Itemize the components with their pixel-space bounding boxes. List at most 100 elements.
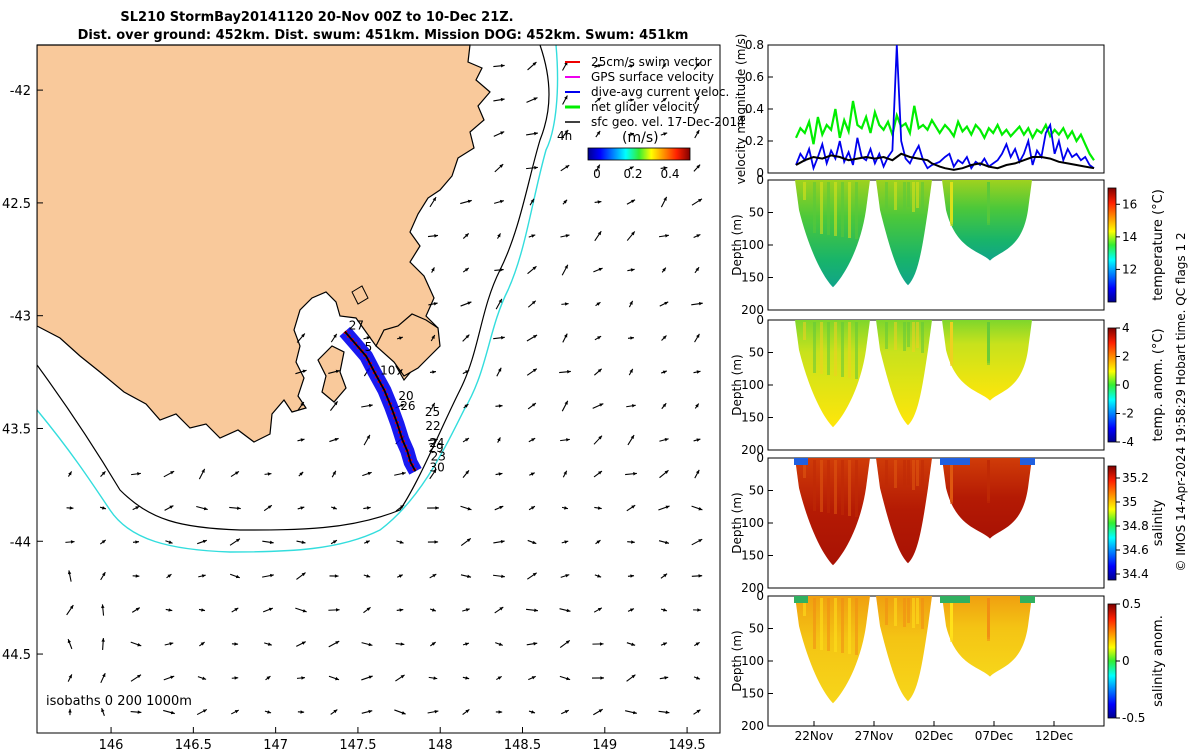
velocity-y-tick-label: 0.2 — [745, 134, 764, 148]
velocity-arrow-head — [170, 710, 175, 715]
velocity-arrow-head — [665, 505, 670, 509]
velocity-arrow-head — [301, 540, 306, 544]
section-texture-streak — [841, 598, 844, 653]
velocity-arrow-head — [532, 62, 537, 66]
section-panel-2: 0 50 100 150 200 Depth (m) 4 2 0 -2 -4 temp. anom. … — [730, 313, 1166, 457]
velocity-ylabel: velocity magnitude (m/s) — [734, 34, 748, 185]
section-y-tick-label: 0 — [756, 173, 764, 187]
velocity-arrow-head — [631, 642, 636, 646]
section-texture-streak — [894, 182, 897, 210]
velocity-arrow-head — [695, 642, 700, 646]
velocity-arrow-head — [399, 608, 404, 612]
section-y-tick-label: 100 — [741, 238, 764, 252]
velocity-y-tick-label: 0.8 — [745, 38, 764, 52]
section-y-tick-label: 100 — [741, 378, 764, 392]
map-x-axis: 146 146.5 147 147.5 148 148.5 149 149.5 — [99, 727, 706, 750]
velocity-arrow-head — [629, 608, 634, 612]
isobath-1000m — [37, 44, 559, 553]
velocity-arrow-head — [597, 231, 602, 236]
section-y-tick-label: 200 — [741, 303, 764, 317]
velocity-arrow-head — [596, 130, 601, 135]
velocity-arrow-head — [630, 98, 635, 102]
velocity-arrow-head — [234, 710, 239, 714]
velocity-arrow-head — [432, 370, 436, 374]
velocity-arrow-head — [565, 234, 570, 238]
colorbar-tick-label: 0.5 — [1122, 597, 1141, 611]
section-x-tick-label: 12Dec — [1035, 729, 1074, 743]
legend-item-gps: GPS surface velocity — [591, 70, 714, 84]
colorbar-tick: 0 — [593, 167, 601, 181]
velocity-arrow-head — [334, 437, 339, 442]
velocity-arrow-head — [629, 166, 634, 170]
velocity-arrow-head — [267, 505, 272, 509]
velocity-arrow-head — [532, 540, 537, 544]
velocity-arrow-head — [530, 472, 535, 476]
velocity-arrow-head — [533, 97, 538, 101]
title-line-1: SL210 StormBay20141120 20-Nov 00Z to 10-… — [120, 10, 513, 25]
velocity-arrow-head — [465, 642, 469, 646]
velocity-arrow-head — [302, 369, 307, 374]
velocity-panel: 0 0.2 0.4 0.6 0.8 velocity magnitude (m/s) — [734, 34, 1105, 185]
velocity-arrow-head — [665, 710, 670, 714]
velocity-arrow-head — [498, 642, 503, 646]
track-day-label: 29 — [428, 441, 443, 455]
colorbar-tick-label: 12 — [1122, 262, 1137, 276]
velocity-arrow-head — [366, 506, 371, 510]
track-day-label: 22 — [425, 419, 440, 433]
velocity-arrow-head — [532, 572, 537, 577]
velocity-arrow-head — [498, 404, 503, 408]
section-texture-streak — [987, 182, 990, 221]
velocity-arrow-head — [563, 199, 568, 204]
velocity-arrow-head — [530, 506, 535, 510]
section-texture-streak — [987, 460, 990, 499]
legend-4h: 4h — [557, 129, 572, 143]
velocity-arrow-head — [662, 642, 667, 646]
velocity-arrow-head — [599, 403, 604, 407]
section-texture-streak — [885, 598, 888, 625]
section-texture-streak — [912, 598, 915, 628]
velocity-arrow-head — [434, 709, 439, 714]
colorbar-tick-label: 4 — [1122, 321, 1130, 335]
velocity-arrow-head — [400, 674, 405, 679]
velocity-arrow-head — [332, 540, 337, 544]
velocity-arrow-head — [597, 607, 602, 612]
section-texture-streak — [848, 182, 851, 238]
section-texture-streak — [921, 460, 924, 491]
section-texture-streak — [907, 598, 910, 623]
velocity-arrow-head — [695, 267, 700, 272]
velocity-arrow-head — [300, 506, 305, 510]
velocity-arrow-head — [368, 709, 373, 714]
map-frame — [36, 44, 721, 734]
velocity-arrow-head — [234, 676, 239, 680]
legend-item-geo: sfc geo. vel. 17-Dec-2014 — [591, 115, 745, 129]
velocity-arrow-head — [696, 676, 700, 680]
section-y-tick-label: 200 — [741, 719, 764, 733]
map-y-tick-label: -43 — [10, 310, 31, 325]
velocity-arrow-head — [464, 404, 469, 408]
velocity-arrow-head — [631, 505, 636, 509]
velocity-arrow-head — [201, 574, 206, 578]
footer-credit: © IMOS 14-Apr-2024 19:58:29 Hobart time.… — [1174, 232, 1188, 571]
velocity-arrow-head — [368, 642, 373, 647]
velocity-arrow-head — [566, 438, 570, 442]
velocity-arrow-head — [664, 301, 669, 306]
velocity-arrow-head — [630, 268, 635, 272]
velocity-arrow-head — [433, 302, 438, 306]
velocity-arrow-head — [235, 538, 240, 543]
track-day-label: 26 — [400, 399, 415, 413]
section-texture-streak — [950, 182, 953, 220]
velocity-arrow-head — [501, 574, 505, 579]
velocity-arrow-head — [698, 539, 703, 543]
legend-item-dive: dive-avg current veloc. — [591, 85, 729, 99]
section-colorbar-label: salinity anom. — [1151, 615, 1166, 707]
velocity-arrow-head — [696, 438, 701, 442]
velocity-arrow-head — [497, 233, 501, 238]
section-y-tick-label: 100 — [741, 654, 764, 668]
velocity-arrow-head — [564, 333, 568, 338]
velocity-arrow-head — [235, 574, 240, 579]
colorbar-tick-label: 14 — [1122, 230, 1137, 244]
velocity-arrow-head — [663, 196, 667, 201]
velocity-arrow-head — [630, 574, 635, 578]
section-y-tick-label: 50 — [749, 484, 764, 498]
